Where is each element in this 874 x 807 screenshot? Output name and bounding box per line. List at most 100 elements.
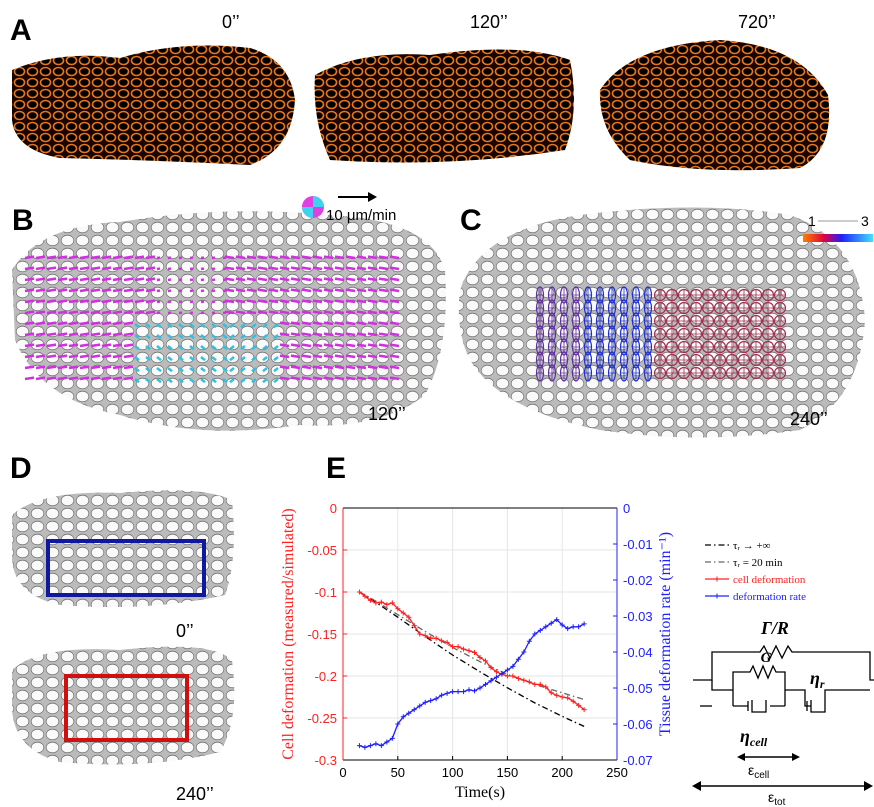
velocity-arrow: [112, 343, 123, 348]
velocity-arrow: [268, 310, 279, 315]
velocity-arrow: [134, 277, 145, 282]
velocity-arrow: [200, 345, 206, 351]
velocity-arrow: [367, 255, 378, 260]
point-marker: [472, 688, 478, 694]
velocity-arrow: [101, 365, 112, 370]
strain-axes: [702, 341, 714, 353]
velocity-arrow: [68, 310, 79, 315]
velocity-arrow: [268, 255, 279, 260]
point-marker: [356, 589, 362, 595]
y-tick-label: -0.3: [315, 753, 337, 768]
strain-axes: [774, 302, 786, 314]
symbol: η: [740, 726, 750, 746]
velocity-arrow: [123, 376, 134, 381]
velocity-arrow: [356, 332, 367, 337]
subscript: r: [820, 677, 825, 691]
strain-axes: [726, 302, 738, 314]
strain-axes: [690, 328, 702, 340]
velocity-arrow: [240, 323, 246, 329]
point-marker: [521, 677, 527, 683]
velocity-arrow: [378, 354, 389, 359]
velocity-arrow: [240, 378, 246, 384]
strain-axes: [762, 354, 774, 366]
y-tick-label: -0.25: [307, 711, 337, 726]
velocity-arrow: [211, 356, 217, 362]
strain-axes: [726, 328, 738, 340]
velocity-arrow: [378, 343, 389, 348]
y-tick-label: -0.2: [315, 669, 337, 684]
region-box: [46, 539, 206, 597]
velocity-arrow: [24, 299, 35, 304]
velocity-arrow: [211, 334, 217, 340]
velocity-arrow: [345, 277, 356, 282]
strain-axes: [714, 328, 726, 340]
velocity-arrow: [367, 310, 378, 315]
velocity-arrow: [257, 266, 268, 271]
velocity-arrow: [90, 255, 101, 260]
velocity-arrow: [251, 367, 257, 373]
y2-tick-label: -0.05: [623, 681, 653, 696]
velocity-arrow: [279, 255, 290, 260]
point-marker: [378, 599, 384, 605]
y2-tick-label: -0.04: [623, 645, 653, 660]
point-marker: [400, 610, 406, 616]
velocity-arrow: [112, 277, 123, 282]
velocity-arrow: [134, 334, 140, 340]
velocity-arrow: [323, 288, 334, 293]
point-marker: [466, 648, 472, 654]
velocity-arrow: [251, 334, 257, 340]
symbol: ε: [768, 789, 774, 805]
velocity-arrow: [112, 332, 123, 337]
strain-axes: [750, 328, 762, 340]
strain-axes: [738, 328, 750, 340]
strain-axes: [572, 365, 580, 381]
point-marker: [444, 639, 450, 645]
point-marker: [461, 689, 467, 695]
point-marker: [428, 698, 434, 704]
velocity-arrow: [189, 334, 195, 340]
point-marker: [417, 703, 423, 709]
strain-axes: [726, 341, 738, 353]
y2-tick-label: -0.06: [623, 717, 653, 732]
velocity-arrow: [290, 365, 301, 370]
strain-axes: [654, 315, 666, 327]
velocity-arrow: [57, 288, 68, 293]
strain-axes: [666, 315, 678, 327]
velocity-arrow: [301, 376, 312, 381]
strain-axes: [714, 367, 726, 379]
model-label: Γ/R: [760, 618, 789, 638]
velocity-arrow: [145, 334, 151, 340]
velocity-arrow: [312, 332, 323, 337]
x-tick-label: 50: [391, 765, 405, 780]
velocity-arrow: [46, 354, 57, 359]
series-line: [359, 618, 585, 749]
velocity-arrow: [101, 299, 112, 304]
x-tick-label: 150: [497, 765, 519, 780]
velocity-arrow: [323, 277, 334, 282]
velocity-arrow: [134, 356, 140, 362]
velocity-field: [24, 255, 400, 384]
velocity-arrow: [224, 310, 235, 315]
velocity-arrow: [334, 354, 345, 359]
velocity-arrow: [224, 255, 235, 260]
velocity-arrow: [211, 367, 217, 373]
tissue-image: [458, 207, 865, 438]
velocity-arrow: [224, 266, 235, 271]
strain-axes: [666, 328, 678, 340]
point-marker: [384, 739, 390, 745]
velocity-arrow: [123, 277, 134, 282]
tissue-image: [12, 490, 234, 608]
velocity-arrow: [262, 356, 268, 362]
velocity-arrow: [167, 378, 173, 384]
velocity-arrow: [46, 343, 57, 348]
velocity-arrow: [145, 266, 156, 271]
velocity-arrow: [235, 266, 246, 271]
velocity-arrow: [378, 332, 389, 337]
velocity-arrow: [262, 367, 268, 373]
velocity-arrow: [57, 321, 68, 326]
velocity-arrow: [356, 365, 367, 370]
panel-label: D: [10, 452, 32, 485]
model-label: ηcell: [740, 726, 768, 749]
velocity-arrow: [257, 299, 268, 304]
velocity-arrow: [112, 255, 123, 260]
